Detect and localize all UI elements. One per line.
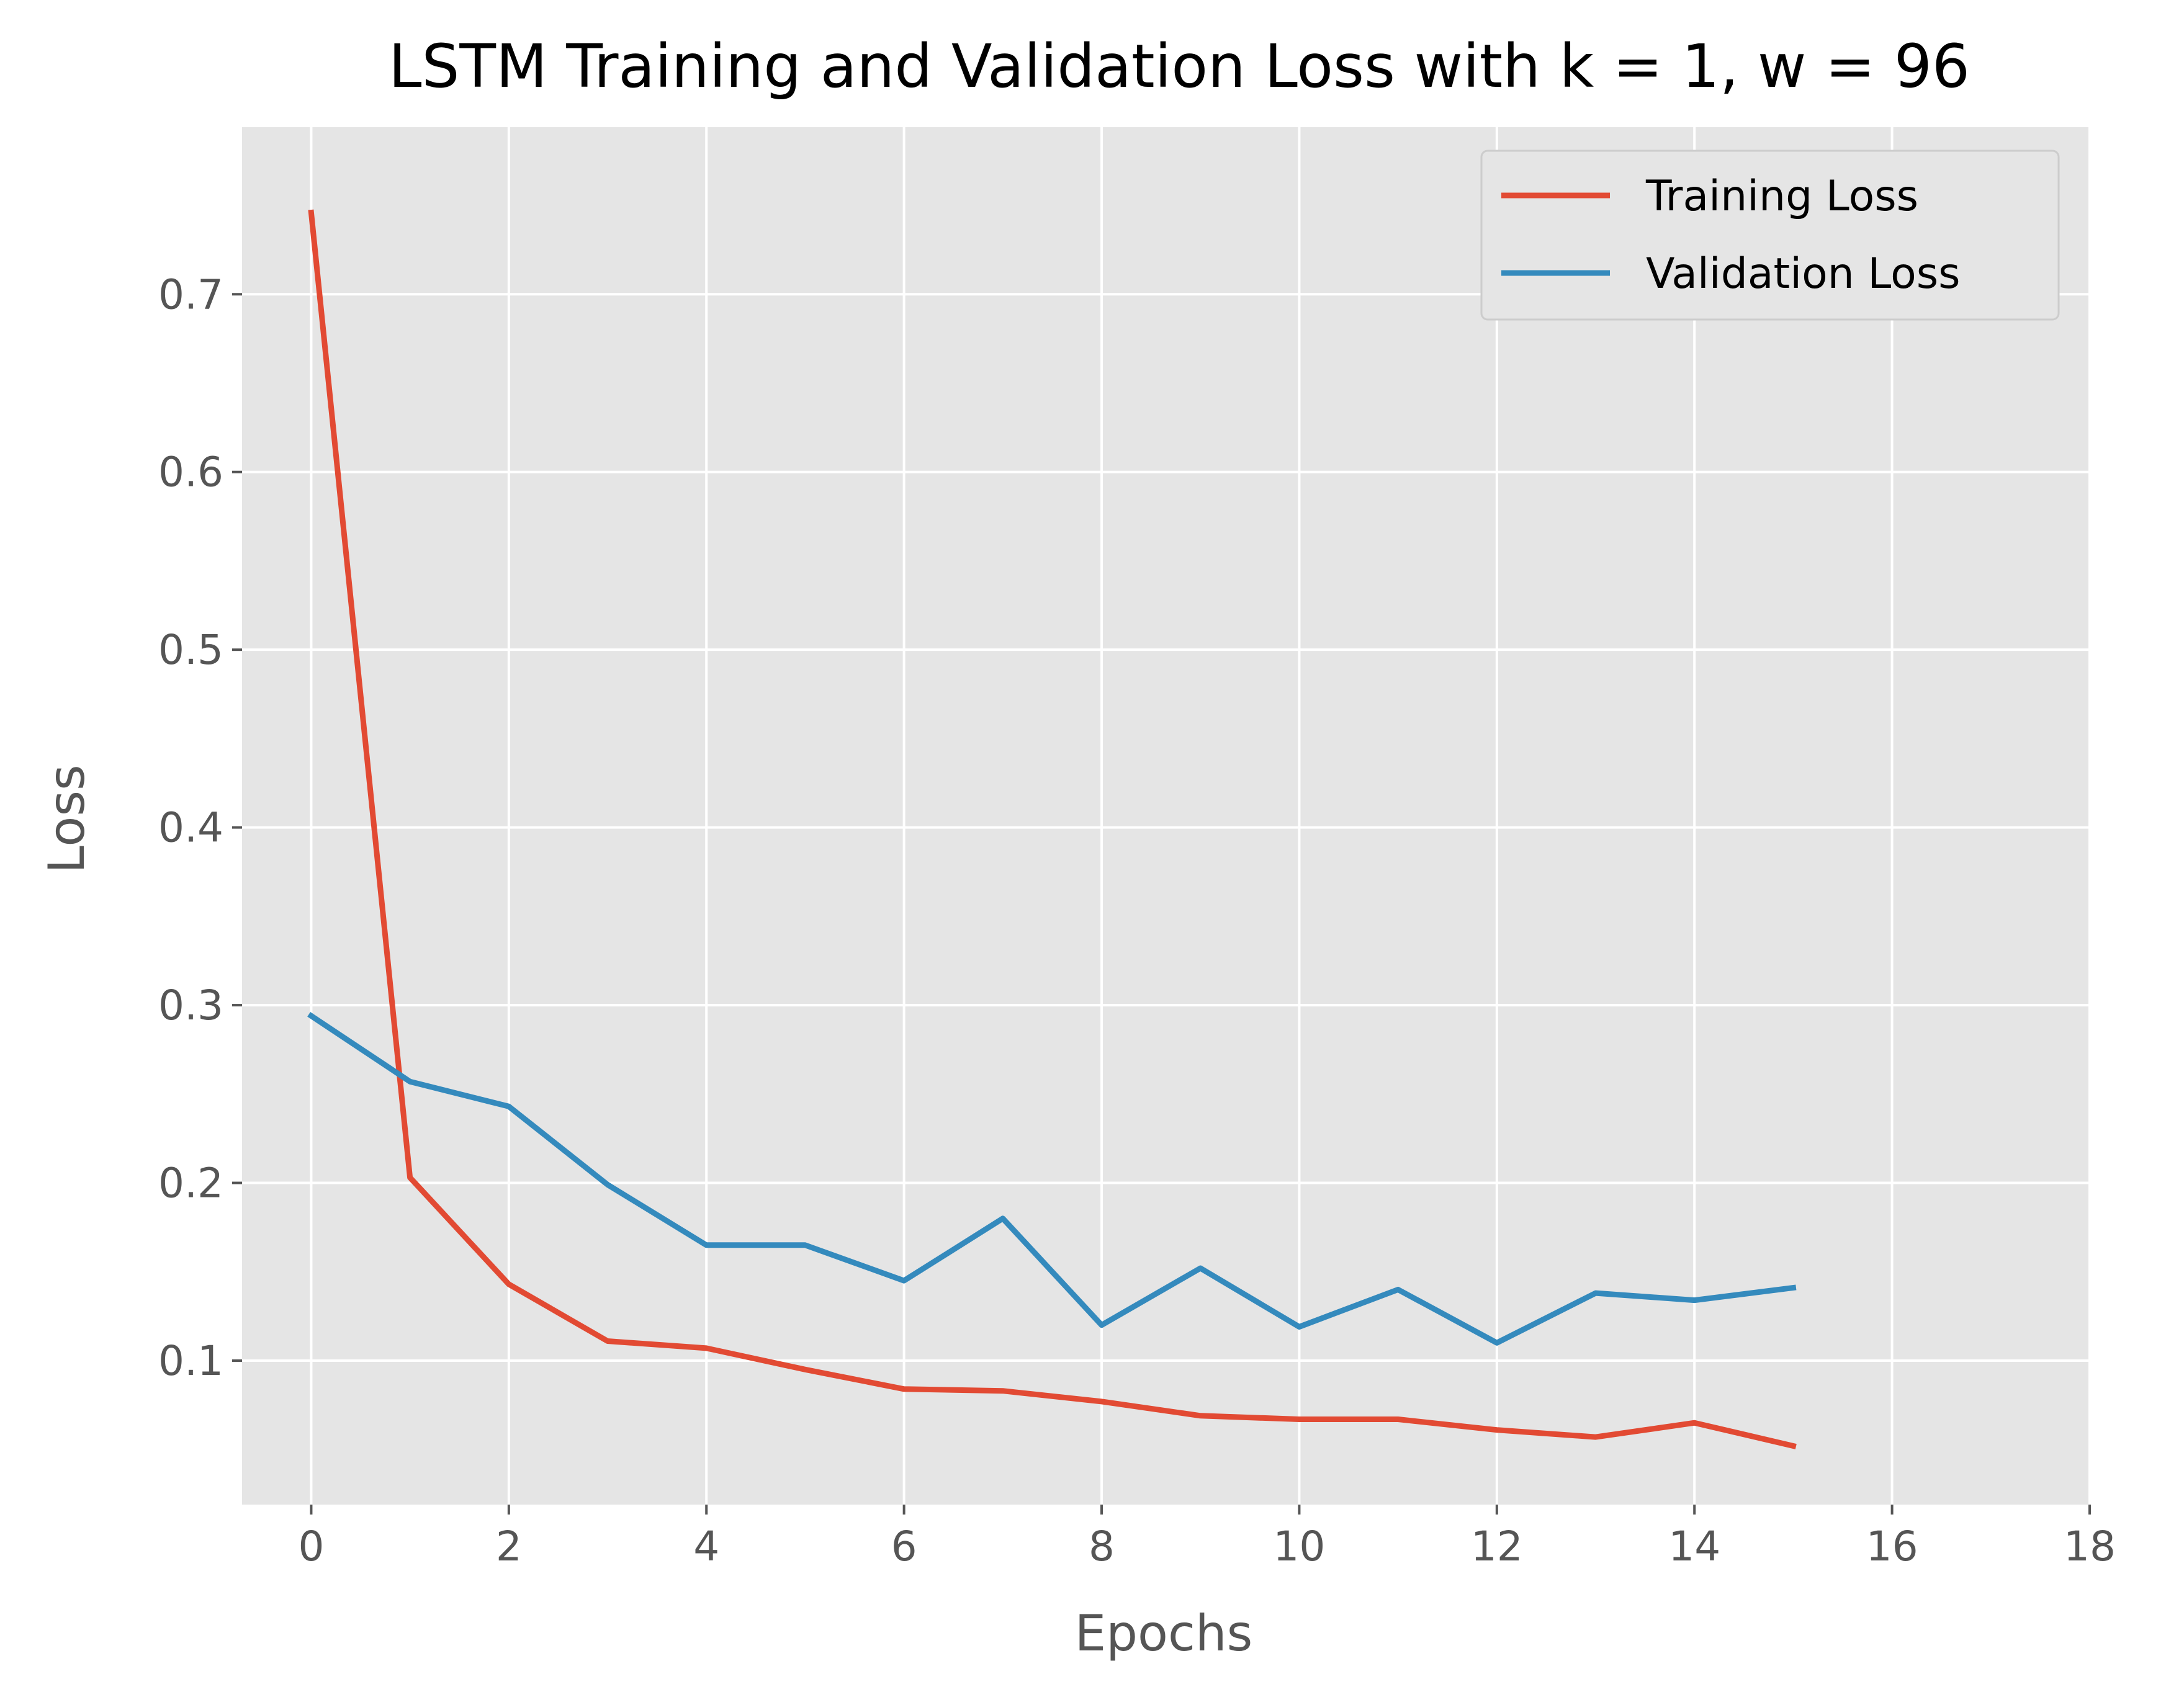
x-tick-label: 2 [496,1523,522,1570]
chart-title: LSTM Training and Validation Loss with k… [389,32,1970,101]
x-tick-label: 0 [298,1523,324,1570]
legend-label: Training Loss [1645,172,1918,221]
validation-loss-line [307,1012,1797,1346]
x-tick-label: 14 [1668,1523,1720,1570]
x-axis-ticks: 0 2 4 6 8 10 12 14 16 18 [298,1505,2116,1570]
series-lines [307,209,1797,1449]
y-tick-label: 0.1 [158,1337,223,1385]
y-axis-label: Loss [38,764,96,873]
plot-background [242,127,2090,1505]
y-tick-label: 0.7 [158,271,223,318]
training-loss-line [308,209,1797,1449]
x-tick-label: 10 [1273,1523,1325,1570]
x-tick-label: 8 [1089,1523,1115,1570]
grid [242,127,2091,1505]
y-tick-label: 0.4 [158,804,223,852]
x-tick-label: 18 [2064,1523,2116,1570]
y-tick-label: 0.2 [158,1160,223,1207]
legend-label: Validation Loss [1646,249,1961,298]
x-tick-label: 16 [1866,1523,1918,1570]
y-axis-ticks: 0.1 0.2 0.3 0.4 0.5 0.6 0.7 [158,271,242,1385]
x-tick-label: 12 [1471,1523,1523,1570]
x-tick-label: 4 [693,1523,719,1570]
legend-box [1480,150,2060,321]
legend: Training Loss Validation Loss [1480,150,2060,321]
x-axis-label: Epochs [1075,1604,1253,1662]
y-tick-label: 0.3 [158,982,223,1029]
x-tick-label: 6 [891,1523,917,1570]
y-tick-label: 0.6 [158,449,223,496]
y-tick-label: 0.5 [158,626,223,674]
